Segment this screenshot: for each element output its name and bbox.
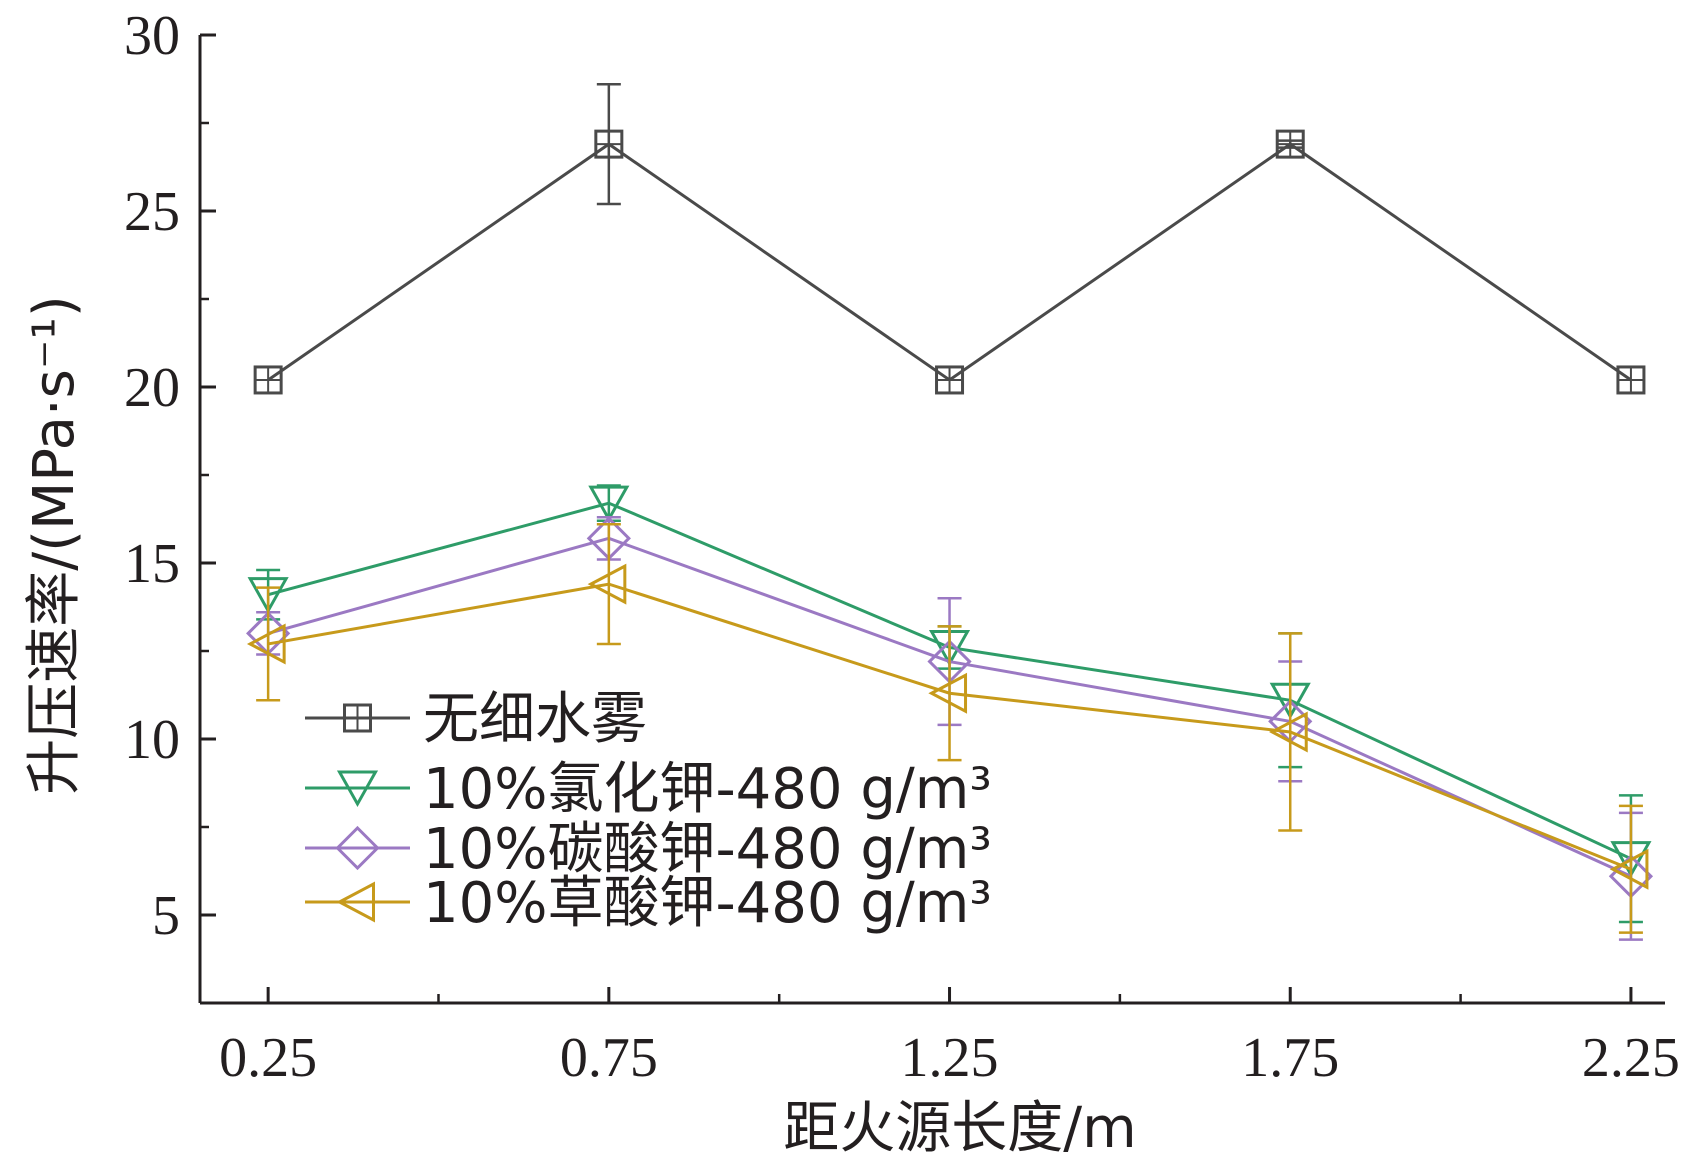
series-line — [267, 142, 1632, 382]
x-tick-label: 0.75 — [560, 1027, 658, 1089]
error-bar — [1618, 804, 1643, 934]
legend-marker — [336, 881, 375, 923]
legend-label: 10%草酸钾-480 g/m³ — [423, 871, 992, 936]
error-bar — [256, 586, 281, 702]
y-tick-label: 25 — [124, 181, 180, 243]
data-point — [1609, 848, 1649, 890]
data-point — [928, 672, 968, 714]
data-point — [1616, 365, 1646, 395]
data-point — [1269, 711, 1308, 753]
legend-item: 10%碳酸钾-480 g/m³ — [305, 817, 992, 882]
series-1 — [253, 83, 1646, 395]
y-tick-label: 10 — [124, 709, 180, 771]
y-tick-label: 5 — [152, 885, 180, 947]
axes: 5 10 15 20 25 30 0.25 0.75 1.25 1.75 2.25 — [124, 5, 1680, 1089]
legend-item: 10%草酸钾-480 g/m³ — [305, 871, 992, 936]
legend-marker — [336, 770, 379, 808]
plot-lines — [246, 83, 1654, 941]
series-4 — [246, 523, 1649, 934]
error-bar — [596, 523, 621, 646]
y-tick-label: 20 — [124, 357, 180, 419]
error-bar — [937, 625, 962, 762]
data-point — [588, 485, 630, 523]
legend-label: 10%碳酸钾-480 g/m³ — [423, 817, 992, 882]
y-axis-title: 升压速率/(MPa·s⁻¹) — [22, 295, 87, 794]
x-tick-label: 2.25 — [1582, 1027, 1680, 1089]
error-bar — [1278, 632, 1303, 832]
y-tick-label: 15 — [124, 533, 180, 595]
data-point — [246, 623, 286, 665]
x-tick-label: 0.25 — [219, 1027, 317, 1089]
data-point — [587, 563, 627, 605]
legend-marker — [343, 703, 372, 733]
legend-item: 10%氯化钾-480 g/m³ — [305, 757, 992, 822]
x-tick-label: 1.75 — [1241, 1027, 1339, 1089]
data-point — [935, 365, 965, 395]
legend-item: 无细水雾 — [305, 687, 647, 752]
legend-label: 10%氯化钾-480 g/m³ — [423, 757, 992, 822]
y-tick-label: 30 — [124, 5, 180, 67]
data-point — [594, 129, 624, 159]
x-tick-label: 1.25 — [901, 1027, 999, 1089]
data-point — [247, 577, 289, 614]
data-point — [1275, 129, 1305, 159]
data-point — [253, 365, 283, 395]
x-axis-title: 距火源长度/m — [783, 1096, 1136, 1160]
legend-marker — [335, 825, 380, 871]
legend-label: 无细水雾 — [423, 687, 647, 752]
